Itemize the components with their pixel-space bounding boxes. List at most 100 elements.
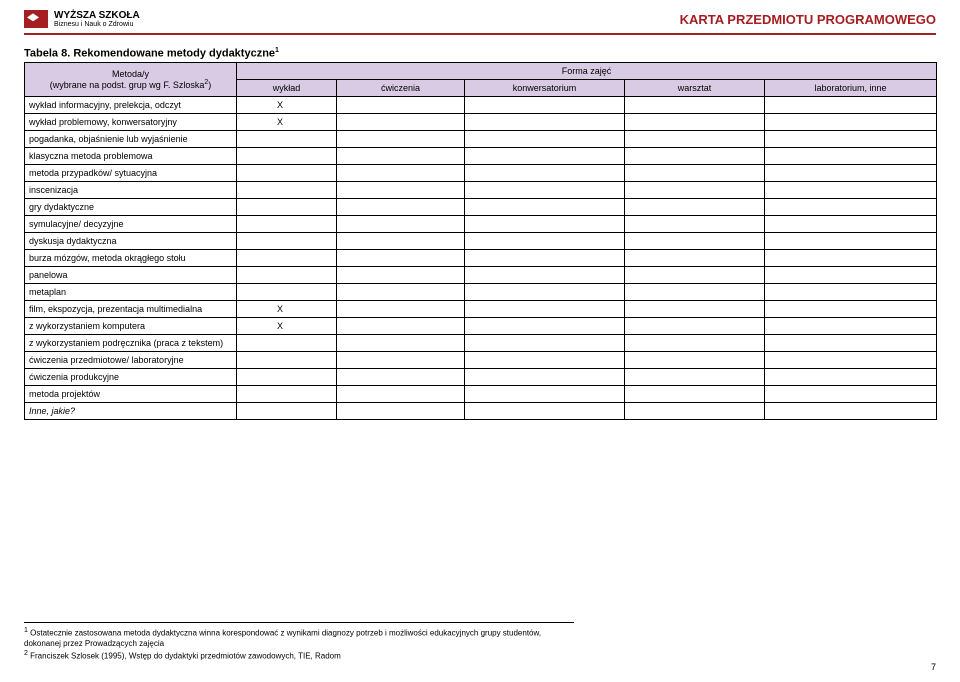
method-label: ćwiczenia produkcyjne: [25, 369, 237, 386]
method-cell: [237, 250, 337, 267]
method-label: metoda projektów: [25, 386, 237, 403]
method-cell: [625, 267, 765, 284]
method-label: gry dydaktyczne: [25, 199, 237, 216]
method-cell: [625, 216, 765, 233]
method-cell: [625, 284, 765, 301]
method-cell: [337, 352, 465, 369]
table-row: wykład problemowy, konwersatoryjnyX: [25, 114, 937, 131]
method-cell: [465, 301, 625, 318]
logo-icon: [24, 10, 48, 28]
method-cell: [337, 216, 465, 233]
method-cell: [237, 182, 337, 199]
method-cell: [625, 165, 765, 182]
method-label: metoda przypadków/ sytuacyjna: [25, 165, 237, 182]
method-label: metaplan: [25, 284, 237, 301]
method-cell: [465, 165, 625, 182]
method-cell: [465, 267, 625, 284]
method-cell: [237, 403, 337, 420]
method-cell: [765, 250, 937, 267]
method-cell: [625, 97, 765, 114]
method-cell: [337, 335, 465, 352]
method-label: z wykorzystaniem komputera: [25, 318, 237, 335]
logo-text: WYŻSZA SZKOŁA Biznesu i Nauk o Zdrowiu: [54, 10, 140, 29]
method-cell: [765, 216, 937, 233]
method-cell: [765, 318, 937, 335]
table-row: symulacyjne/ decyzyjne: [25, 216, 937, 233]
method-cell: [237, 284, 337, 301]
table-row: z wykorzystaniem komputeraX: [25, 318, 937, 335]
method-cell: [337, 148, 465, 165]
table-row: inscenizacja: [25, 182, 937, 199]
method-cell: [237, 352, 337, 369]
method-cell: [337, 182, 465, 199]
method-cell: [465, 114, 625, 131]
method-cell: [237, 131, 337, 148]
table-row: pogadanka, objaśnienie lub wyjaśnienie: [25, 131, 937, 148]
method-label: klasyczna metoda problemowa: [25, 148, 237, 165]
method-cell: [465, 182, 625, 199]
footnotes: 1 Ostatecznie zastosowana metoda dydakty…: [24, 622, 574, 662]
method-cell: [765, 97, 937, 114]
page-title: KARTA PRZEDMIOTU PROGRAMOWEGO: [680, 12, 936, 27]
method-cell: [237, 267, 337, 284]
method-cell: [465, 199, 625, 216]
method-cell: [465, 250, 625, 267]
method-cell: [465, 284, 625, 301]
col-header: laboratorium, inne: [765, 80, 937, 97]
method-cell: [765, 233, 937, 250]
methods-header-l1: Metoda/y: [112, 69, 149, 79]
method-cell: [337, 131, 465, 148]
col-header: warsztat: [625, 80, 765, 97]
method-cell: [465, 216, 625, 233]
method-cell: [625, 301, 765, 318]
table-row: metoda przypadków/ sytuacyjna: [25, 165, 937, 182]
col-header: konwersatorium: [465, 80, 625, 97]
method-cell: [765, 369, 937, 386]
table-row: klasyczna metoda problemowa: [25, 148, 937, 165]
logo: WYŻSZA SZKOŁA Biznesu i Nauk o Zdrowiu: [24, 10, 140, 29]
method-cell: [765, 267, 937, 284]
table-row: dyskusja dydaktyczna: [25, 233, 937, 250]
method-cell: [337, 250, 465, 267]
method-cell: [337, 318, 465, 335]
method-cell: [465, 97, 625, 114]
table-row: burza mózgów, metoda okrągłego stołu: [25, 250, 937, 267]
table-row: z wykorzystaniem podręcznika (praca z te…: [25, 335, 937, 352]
table-row: ćwiczenia przedmiotowe/ laboratoryjne: [25, 352, 937, 369]
method-cell: [237, 335, 337, 352]
methods-header-close: ): [208, 80, 211, 90]
method-cell: [237, 165, 337, 182]
method-cell: [337, 114, 465, 131]
table-row: panelowa: [25, 267, 937, 284]
methods-header: Metoda/y (wybrane na podst. grup wg F. S…: [25, 63, 237, 97]
method-label: dyskusja dydaktyczna: [25, 233, 237, 250]
method-label: ćwiczenia przedmiotowe/ laboratoryjne: [25, 352, 237, 369]
method-cell: [765, 131, 937, 148]
method-cell: X: [237, 114, 337, 131]
method-cell: [625, 250, 765, 267]
method-cell: [765, 335, 937, 352]
method-cell: [465, 403, 625, 420]
method-cell: [765, 148, 937, 165]
method-cell: [237, 199, 337, 216]
footnote-2: 2 Franciszek Szlosek (1995), Wstęp do dy…: [24, 649, 574, 662]
method-cell: [337, 284, 465, 301]
method-cell: [625, 352, 765, 369]
method-cell: [765, 182, 937, 199]
method-cell: [625, 386, 765, 403]
table-row: film, ekspozycja, prezentacja multimedia…: [25, 301, 937, 318]
method-cell: [337, 97, 465, 114]
method-label: z wykorzystaniem podręcznika (praca z te…: [25, 335, 237, 352]
method-cell: [625, 335, 765, 352]
method-cell: [625, 369, 765, 386]
method-cell: [625, 148, 765, 165]
method-cell: [625, 199, 765, 216]
method-cell: [337, 301, 465, 318]
table-row: Inne, jakie?: [25, 403, 937, 420]
method-cell: [765, 114, 937, 131]
method-cell: [337, 165, 465, 182]
method-label: wykład informacyjny, prelekcja, odczyt: [25, 97, 237, 114]
method-cell: [337, 403, 465, 420]
method-label: Inne, jakie?: [25, 403, 237, 420]
table-row: gry dydaktyczne: [25, 199, 937, 216]
